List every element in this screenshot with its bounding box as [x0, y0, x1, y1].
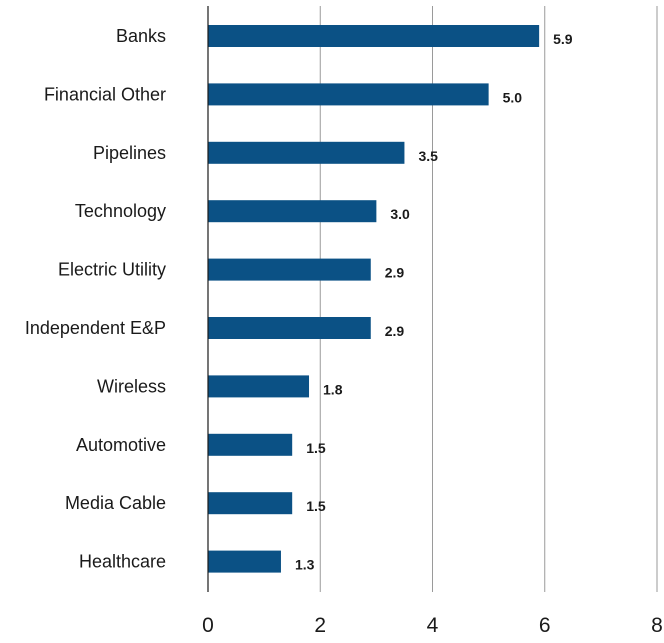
x-tick-label: 8	[651, 614, 663, 637]
category-label: Electric Utility	[58, 260, 166, 280]
category-label: Financial Other	[44, 84, 166, 104]
bar	[208, 142, 404, 164]
bar	[208, 259, 371, 281]
value-label: 1.8	[323, 381, 343, 397]
bar	[208, 551, 281, 573]
bar	[208, 25, 539, 47]
category-label: Independent E&P	[25, 318, 166, 338]
x-tick-label: 0	[202, 614, 214, 637]
category-label: Media Cable	[65, 493, 166, 513]
category-label: Technology	[75, 201, 166, 221]
value-label: 1.5	[306, 498, 326, 514]
category-label: Automotive	[76, 435, 166, 455]
category-label: Banks	[116, 26, 166, 46]
value-label: 5.9	[553, 31, 573, 47]
bar	[208, 83, 489, 105]
value-label: 3.5	[418, 148, 438, 164]
value-label: 2.9	[385, 323, 405, 339]
bars	[208, 25, 539, 573]
category-label: Wireless	[97, 376, 166, 396]
category-label: Pipelines	[93, 143, 166, 163]
value-label: 2.9	[385, 265, 405, 281]
x-tick-label: 6	[539, 614, 551, 637]
value-label: 1.3	[295, 557, 315, 573]
value-labels: 5.9 5.0 3.5 3.0 2.9 2.9 1.8 1.5 1.5 1.3	[295, 31, 573, 573]
value-label: 5.0	[503, 89, 523, 105]
bar	[208, 434, 292, 456]
category-label: Healthcare	[79, 552, 166, 572]
x-tick-labels: 0 2 4 6 8	[202, 614, 663, 637]
x-tick-label: 4	[427, 614, 439, 637]
bar	[208, 317, 371, 339]
bar	[208, 200, 376, 222]
bar	[208, 375, 309, 397]
value-label: 1.5	[306, 440, 326, 456]
x-tick-label: 2	[314, 614, 326, 637]
bar	[208, 492, 292, 514]
category-labels: Banks Financial Other Pipelines Technology E…	[25, 26, 166, 572]
value-label: 3.0	[390, 206, 410, 222]
